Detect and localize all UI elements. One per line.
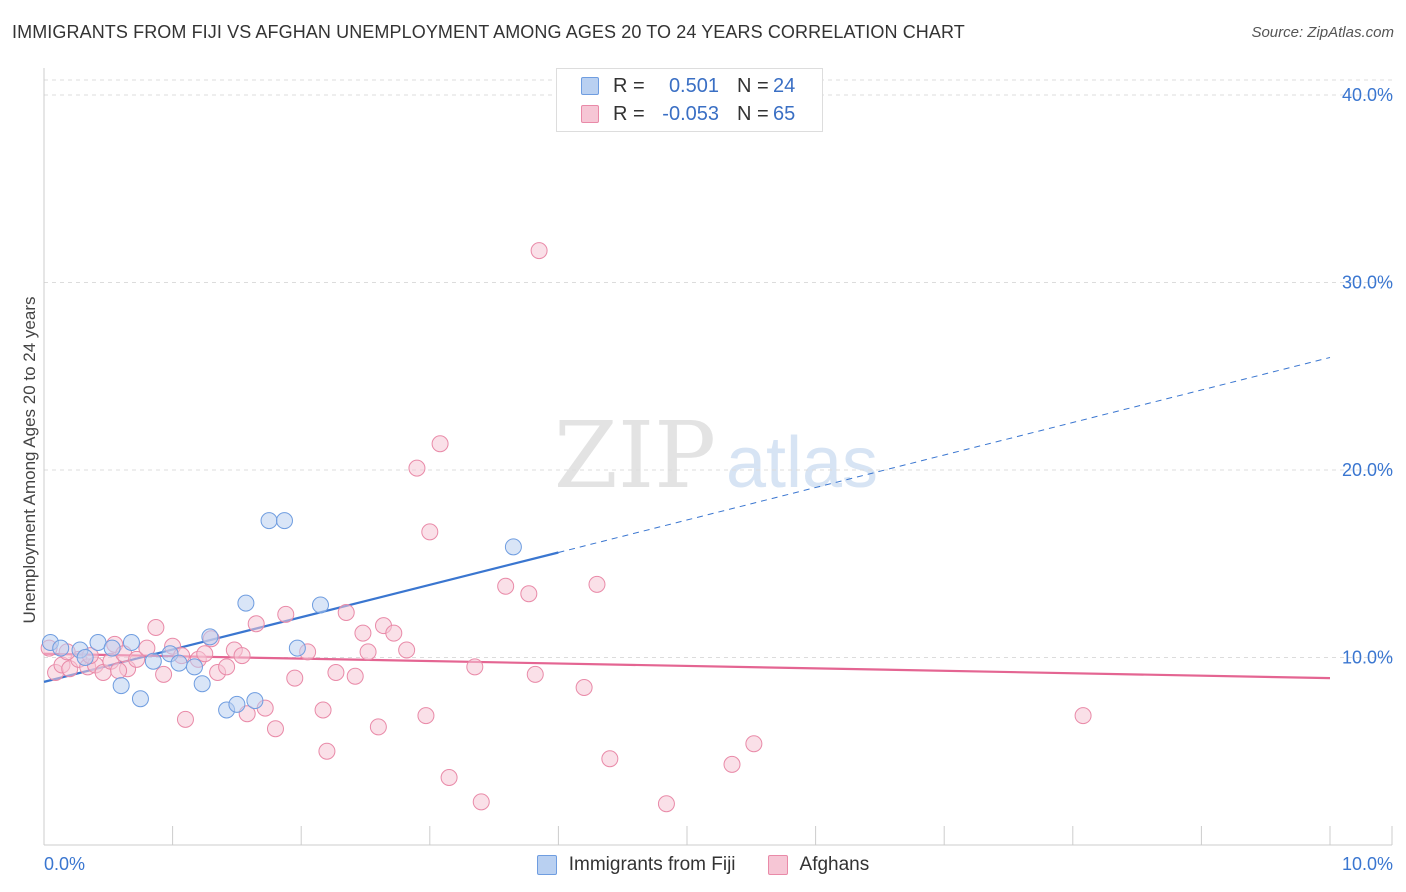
afghan-point	[1074, 707, 1092, 725]
afghan-point	[196, 645, 214, 663]
fiji-point	[185, 658, 203, 676]
afghan-point	[277, 605, 295, 623]
fiji-point	[89, 634, 107, 651]
afghan-point	[398, 641, 416, 659]
fiji-point	[311, 596, 329, 614]
afghan-trend-line	[43, 652, 1331, 680]
afghan-point	[440, 769, 458, 786]
legend-item-afghans[interactable]: Afghans	[767, 854, 870, 876]
afghan-point	[286, 669, 304, 687]
afghan-point	[421, 523, 439, 541]
legend-row-fiji: R = 0.501 N = 24	[581, 74, 795, 98]
fiji-point	[201, 628, 219, 646]
legend-label-afghans: Afghans	[799, 854, 870, 875]
source-attribution: Source: ZipAtlas.com	[1251, 24, 1394, 41]
axes	[43, 68, 1393, 846]
afghan-point	[233, 647, 251, 665]
fiji-point	[260, 512, 278, 530]
afghan-point	[588, 575, 606, 593]
legend-n-value-fiji: 24	[773, 74, 796, 97]
fiji-point	[288, 639, 306, 657]
afghan-point	[176, 710, 194, 728]
afghan-point	[745, 735, 763, 753]
afghan-point	[318, 742, 336, 760]
fiji-point	[112, 677, 130, 695]
legend-n-label: N =	[737, 74, 769, 97]
y-tick-label: 30.0%	[1342, 273, 1393, 293]
fiji-point	[52, 639, 70, 657]
afghan-point	[385, 624, 403, 642]
legend-r-label: R =	[613, 102, 645, 125]
afghan-point	[327, 664, 345, 681]
series-legend: Immigrants from Fiji Afghans	[0, 852, 1406, 878]
stats-legend: R = 0.501 N = 24 R = -0.053 N = 65	[556, 68, 823, 132]
fiji-point	[193, 675, 211, 693]
tick-labels: 10.0% 20.0% 30.0% 40.0% 0.0% 10.0%	[44, 85, 1393, 874]
afghan-point	[155, 665, 173, 683]
fiji-point	[103, 639, 121, 657]
afghan-point	[359, 643, 377, 661]
afghan-point	[575, 679, 593, 696]
afghan-point	[218, 658, 236, 676]
afghan-point	[417, 707, 435, 725]
fiji-point	[237, 594, 255, 612]
watermark-atlas: atlas	[726, 423, 878, 503]
afghan-point	[110, 662, 128, 680]
afghan-point	[520, 585, 538, 603]
fiji-point	[246, 692, 264, 710]
legend-row-afghans: R = -0.053 N = 65	[581, 102, 795, 126]
legend-swatch-afghans	[581, 105, 599, 123]
x-tick-label-end: 10.0%	[1342, 854, 1393, 874]
y-tick-label: 40.0%	[1342, 85, 1393, 105]
legend-swatch-afghans	[767, 855, 788, 875]
legend-r-value-fiji: 0.501	[668, 74, 719, 97]
legend-item-fiji[interactable]: Immigrants from Fiji	[536, 854, 736, 876]
legend-r-label: R =	[613, 74, 645, 97]
y-tick-label: 10.0%	[1342, 648, 1393, 668]
afghan-point	[472, 793, 490, 811]
fiji-point	[228, 695, 246, 713]
afghan-point	[354, 624, 372, 642]
fiji-point	[131, 690, 149, 708]
grid-lines	[44, 79, 1392, 658]
afghan-point	[723, 755, 741, 773]
afghan-point	[346, 667, 364, 685]
afghan-point	[266, 720, 284, 738]
afghan-point	[408, 459, 426, 477]
afghan-point	[466, 658, 484, 676]
afghan-point	[369, 718, 387, 736]
legend-swatch-fiji	[536, 855, 557, 875]
fiji-point	[275, 512, 293, 530]
afghan-point	[128, 650, 146, 668]
afghan-point	[657, 795, 675, 813]
legend-label-fiji: Immigrants from Fiji	[568, 854, 736, 875]
fiji-trend-extension	[558, 357, 1331, 553]
afghan-point	[337, 604, 355, 621]
fiji-point	[122, 634, 140, 651]
legend-r-value-afghans: -0.053	[662, 102, 719, 125]
fiji-point	[76, 649, 94, 666]
legend-n-label: N =	[737, 102, 769, 125]
data-points	[40, 242, 1092, 813]
afghan-point	[497, 577, 515, 595]
chart-title: IMMIGRANTS FROM FIJI VS AFGHAN UNEMPLOYM…	[12, 22, 965, 42]
fiji-point	[144, 652, 162, 670]
legend-n-value-afghans: 65	[773, 102, 796, 125]
x-tick-label-start: 0.0%	[44, 854, 85, 874]
afghan-point	[314, 701, 332, 719]
legend-swatch-fiji	[581, 77, 599, 95]
afghan-point	[526, 665, 544, 683]
fiji-point	[170, 654, 188, 672]
afghan-point	[530, 242, 548, 260]
afghan-point	[247, 615, 265, 633]
watermark-zip: ZIP	[554, 402, 716, 509]
fiji-point	[504, 538, 522, 556]
afghan-point	[431, 435, 449, 453]
afghan-point	[601, 750, 619, 768]
y-tick-label: 20.0%	[1342, 460, 1393, 480]
afghan-point	[147, 619, 165, 636]
